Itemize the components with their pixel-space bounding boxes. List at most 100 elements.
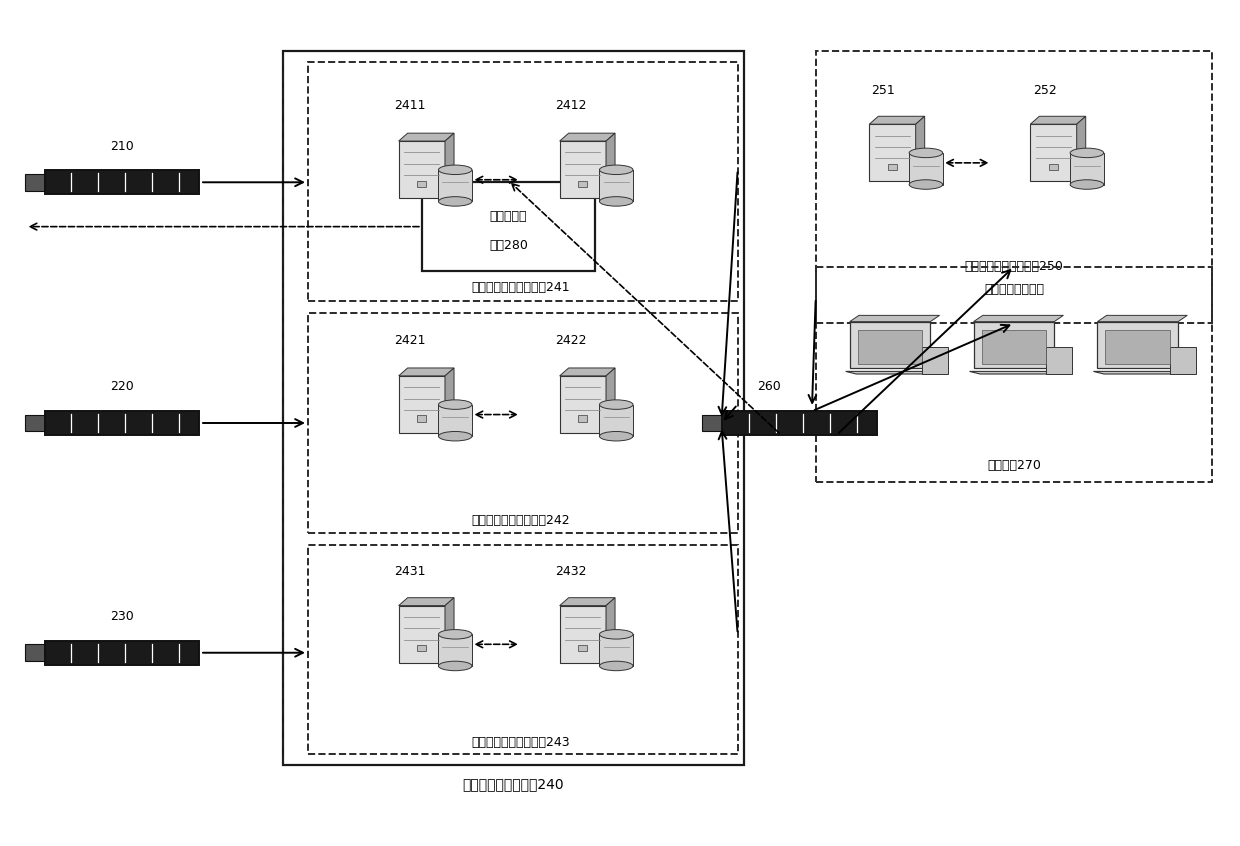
Ellipse shape — [599, 165, 632, 174]
FancyBboxPatch shape — [418, 645, 427, 651]
Text: （数据集中管理）: （数据集中管理） — [983, 283, 1044, 296]
Text: 2412: 2412 — [554, 99, 587, 113]
Polygon shape — [606, 598, 615, 662]
Ellipse shape — [439, 196, 472, 206]
Polygon shape — [398, 133, 454, 141]
Polygon shape — [606, 133, 615, 198]
Polygon shape — [445, 368, 454, 433]
FancyBboxPatch shape — [578, 180, 588, 187]
Polygon shape — [869, 116, 925, 124]
Text: 220: 220 — [110, 381, 134, 393]
FancyBboxPatch shape — [25, 645, 47, 661]
Ellipse shape — [599, 662, 632, 671]
Polygon shape — [445, 133, 454, 198]
Ellipse shape — [439, 629, 472, 639]
FancyBboxPatch shape — [45, 411, 200, 435]
FancyBboxPatch shape — [599, 170, 632, 201]
Text: 260: 260 — [756, 381, 780, 393]
Ellipse shape — [439, 431, 472, 441]
FancyBboxPatch shape — [1171, 347, 1197, 374]
Text: 2422: 2422 — [554, 334, 587, 347]
FancyBboxPatch shape — [418, 180, 427, 187]
Text: 2411: 2411 — [393, 99, 425, 113]
Polygon shape — [559, 133, 615, 141]
FancyBboxPatch shape — [25, 415, 47, 431]
FancyBboxPatch shape — [418, 415, 427, 421]
Text: 流量分析检测服务单元250: 流量分析检测服务单元250 — [965, 261, 1064, 273]
FancyBboxPatch shape — [439, 170, 472, 201]
Text: 2421: 2421 — [393, 334, 425, 347]
Polygon shape — [445, 598, 454, 662]
FancyBboxPatch shape — [849, 321, 930, 368]
Ellipse shape — [1070, 148, 1104, 157]
Text: 252: 252 — [1033, 84, 1056, 97]
Polygon shape — [398, 368, 454, 376]
Text: 流量采集存储处理单元242: 流量采集存储处理单元242 — [471, 514, 570, 526]
FancyBboxPatch shape — [1097, 321, 1178, 368]
FancyBboxPatch shape — [1030, 124, 1076, 181]
Text: 流量采集存储处理单元243: 流量采集存储处理单元243 — [471, 736, 570, 749]
Text: 2432: 2432 — [554, 565, 587, 579]
Polygon shape — [559, 598, 615, 606]
Polygon shape — [1030, 116, 1086, 124]
Text: 务器280: 务器280 — [489, 239, 528, 252]
Polygon shape — [1097, 316, 1187, 321]
Ellipse shape — [599, 629, 632, 639]
FancyBboxPatch shape — [722, 411, 877, 435]
Polygon shape — [606, 368, 615, 433]
FancyBboxPatch shape — [559, 376, 606, 433]
Text: 分布式采集处理单元240: 分布式采集处理单元240 — [463, 777, 564, 792]
Polygon shape — [973, 316, 1064, 321]
Ellipse shape — [439, 400, 472, 409]
Text: 2431: 2431 — [393, 565, 425, 579]
Text: 监测终端270: 监测终端270 — [987, 459, 1040, 472]
FancyBboxPatch shape — [909, 153, 942, 184]
FancyBboxPatch shape — [559, 606, 606, 662]
FancyBboxPatch shape — [888, 164, 897, 170]
Ellipse shape — [599, 196, 632, 206]
FancyBboxPatch shape — [1070, 153, 1104, 184]
Ellipse shape — [439, 165, 472, 174]
Ellipse shape — [1070, 180, 1104, 190]
FancyBboxPatch shape — [973, 321, 1054, 368]
FancyBboxPatch shape — [45, 641, 200, 665]
FancyBboxPatch shape — [578, 415, 588, 421]
FancyBboxPatch shape — [702, 415, 724, 431]
Ellipse shape — [909, 148, 942, 157]
Ellipse shape — [909, 180, 942, 190]
FancyBboxPatch shape — [398, 376, 445, 433]
FancyBboxPatch shape — [869, 124, 915, 181]
Polygon shape — [849, 316, 940, 321]
Polygon shape — [915, 116, 925, 181]
FancyBboxPatch shape — [1047, 347, 1073, 374]
FancyBboxPatch shape — [398, 141, 445, 198]
FancyBboxPatch shape — [25, 174, 47, 190]
Polygon shape — [846, 371, 935, 374]
FancyBboxPatch shape — [578, 645, 588, 651]
FancyBboxPatch shape — [599, 404, 632, 437]
Polygon shape — [1094, 371, 1182, 374]
FancyBboxPatch shape — [439, 404, 472, 437]
Text: 230: 230 — [110, 610, 134, 624]
Text: 251: 251 — [870, 84, 894, 97]
Polygon shape — [398, 598, 454, 606]
Polygon shape — [970, 371, 1058, 374]
Polygon shape — [559, 368, 615, 376]
FancyBboxPatch shape — [439, 634, 472, 666]
FancyBboxPatch shape — [1049, 164, 1058, 170]
Text: 流量采集存储处理单元241: 流量采集存储处理单元241 — [471, 282, 570, 294]
FancyBboxPatch shape — [559, 141, 606, 198]
FancyBboxPatch shape — [45, 170, 200, 194]
Ellipse shape — [599, 431, 632, 441]
Text: 210: 210 — [110, 140, 134, 153]
Ellipse shape — [439, 662, 472, 671]
Polygon shape — [1076, 116, 1086, 181]
FancyBboxPatch shape — [1106, 330, 1171, 364]
FancyBboxPatch shape — [599, 634, 632, 666]
FancyBboxPatch shape — [923, 347, 949, 374]
Text: 反向代理服: 反向代理服 — [490, 210, 527, 222]
FancyBboxPatch shape — [858, 330, 923, 364]
FancyBboxPatch shape — [398, 606, 445, 662]
Ellipse shape — [599, 400, 632, 409]
FancyBboxPatch shape — [982, 330, 1047, 364]
